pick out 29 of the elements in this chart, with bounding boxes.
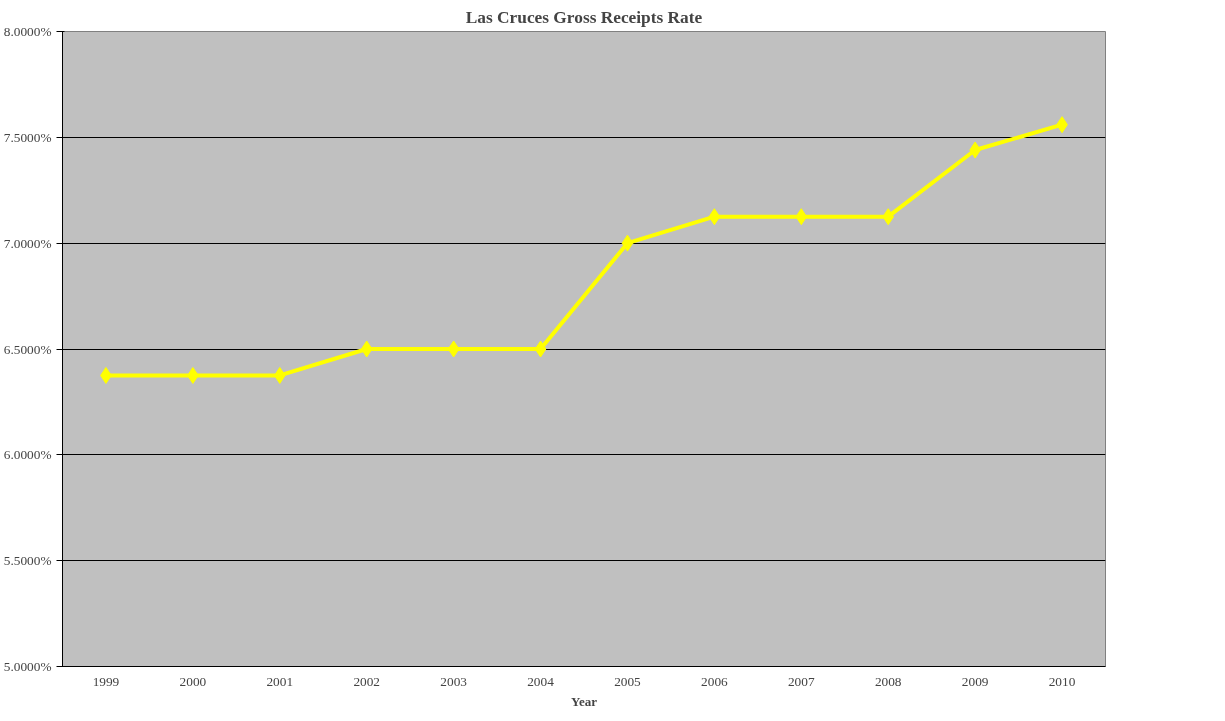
x-tick-label: 2008 [874, 673, 902, 689]
y-tick-label: 6.0000% [3, 447, 52, 463]
point [534, 340, 547, 358]
y-tick-label: 5.0000% [3, 659, 52, 674]
x-tick-label: 2001 [266, 673, 294, 689]
y-tick-label: 6.5000% [3, 341, 52, 357]
x-tick-label: 2005 [614, 673, 642, 689]
point [795, 208, 808, 226]
y-tick-label: 8.0000% [3, 24, 52, 39]
x-tick-label: 2009 [961, 673, 989, 689]
point [447, 340, 460, 358]
x-axis-title: Year [571, 693, 598, 709]
x-tick-label: 1999 [92, 673, 120, 689]
point [360, 340, 373, 358]
point [708, 208, 721, 226]
y-tick-label: 7.5000% [3, 129, 52, 145]
x-tick-label: 2006 [701, 673, 729, 689]
point [273, 366, 286, 384]
x-tick-label: 2000 [179, 673, 207, 689]
point [621, 234, 634, 252]
x-tick-label: 2007 [787, 673, 815, 689]
x-tick-label: 2002 [353, 673, 381, 689]
chart-title: Las Cruces Gross Receipts Rate [465, 7, 703, 27]
x-tick-label: 2004 [527, 673, 555, 689]
point [882, 208, 895, 226]
y-tick-label: 5.5000% [3, 553, 52, 569]
x-tick-label: 2010 [1048, 673, 1076, 689]
x-tick-label: 2003 [440, 673, 468, 689]
y-tick-label: 7.0000% [3, 235, 52, 251]
